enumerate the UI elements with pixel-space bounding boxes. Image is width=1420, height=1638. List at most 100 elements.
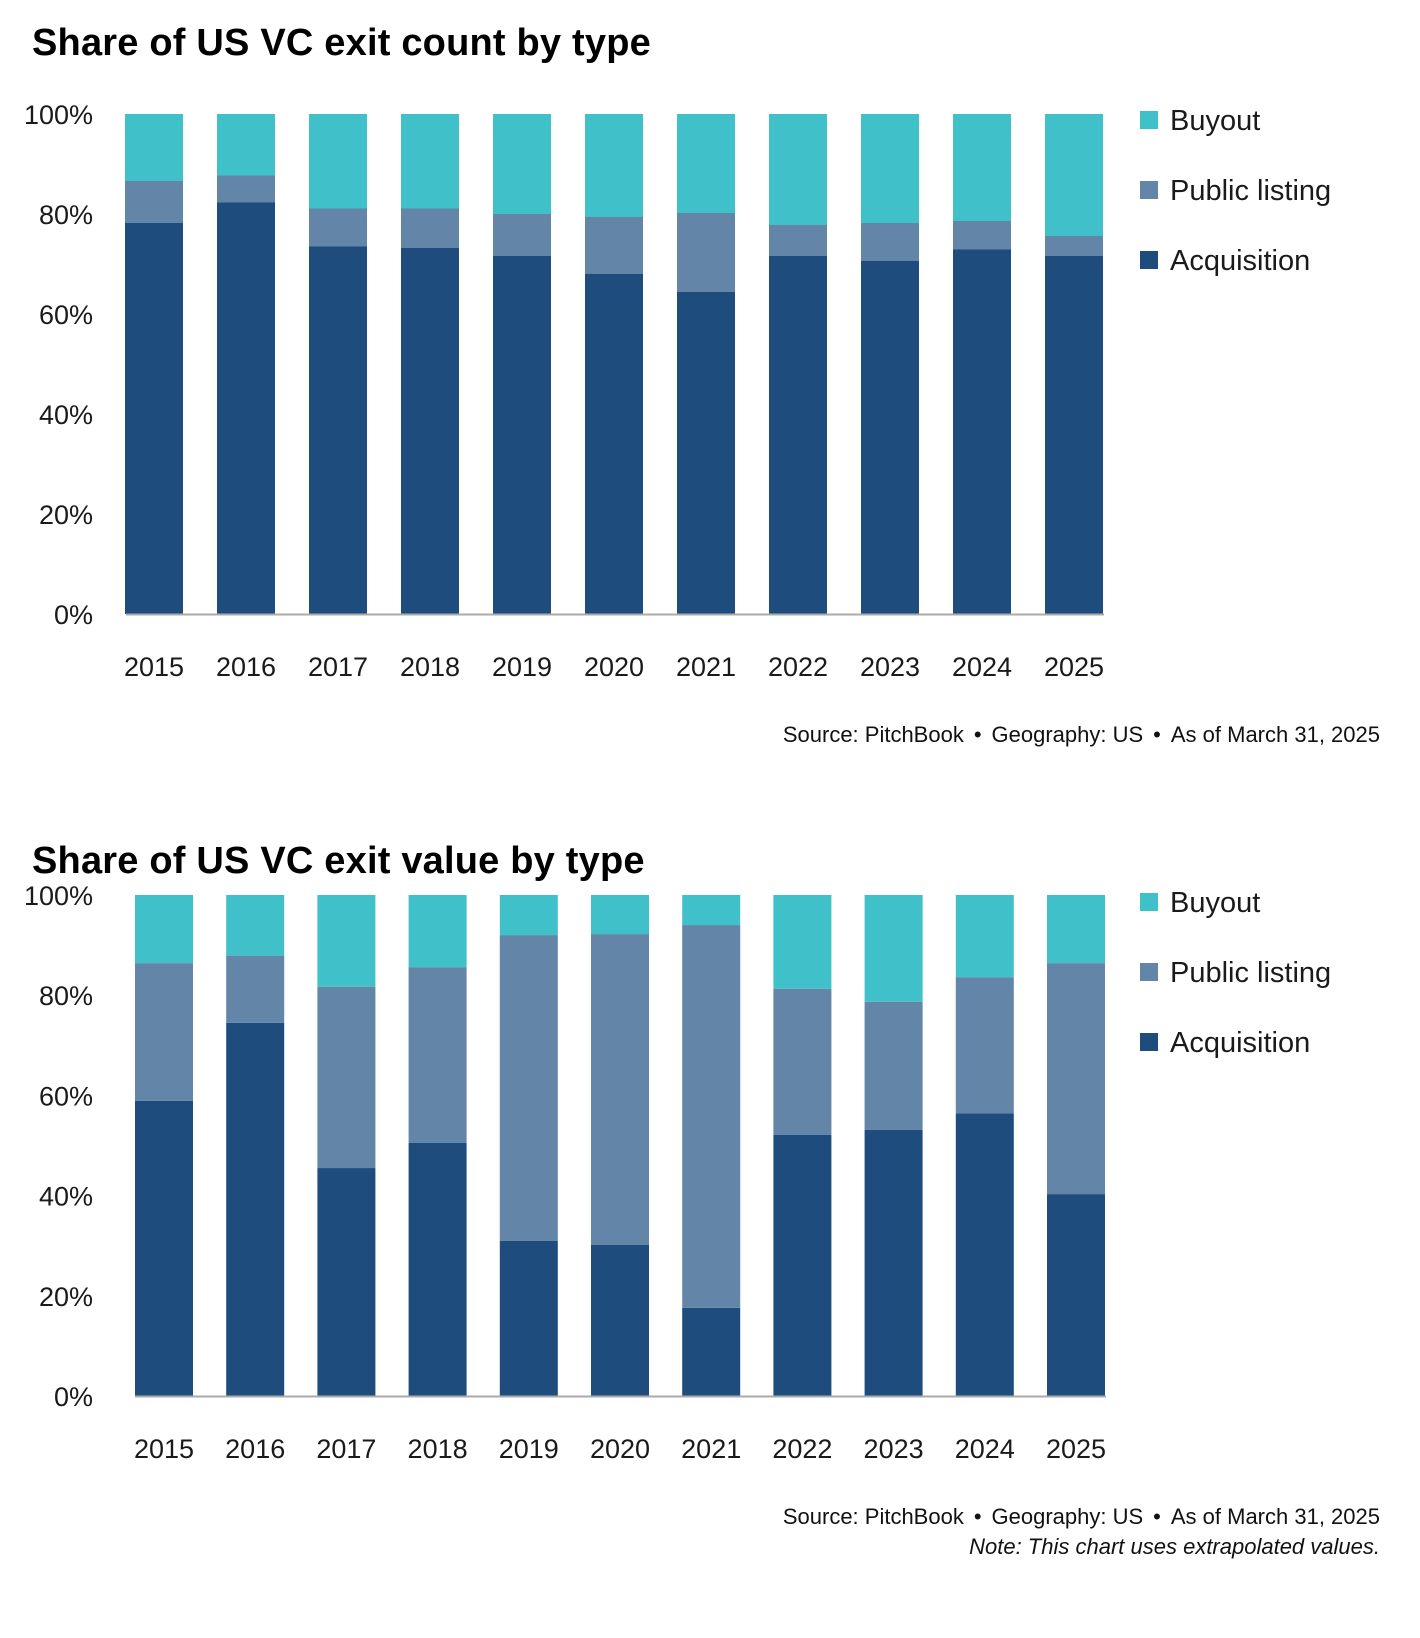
x-tick-label: 2018: [400, 652, 460, 682]
bar-public-listing-2017: [317, 986, 376, 1169]
source-text: Source: PitchBook: [782, 722, 964, 747]
bar-public-listing-2023: [861, 223, 919, 261]
bar-acquisition-2020: [591, 1244, 649, 1396]
bar-public-listing-2018: [408, 967, 467, 1143]
note-text: Note: This chart uses extrapolated value…: [969, 1534, 1380, 1559]
bar-buyout-2024: [953, 114, 1011, 221]
bar-acquisition-2025: [1047, 1194, 1105, 1396]
bar-acquisition-2023: [861, 261, 919, 614]
bar-public-listing-2017: [309, 208, 367, 247]
bar-acquisition-2020: [585, 274, 643, 614]
bar-public-listing-2019: [493, 214, 551, 256]
bar-acquisition-2017: [309, 246, 367, 614]
legend-swatch-acquisition: [1140, 251, 1158, 269]
x-tick-label: 2025: [1046, 1434, 1106, 1464]
bar-acquisition-2025: [1045, 256, 1103, 614]
bar-public-listing-2025: [1047, 963, 1105, 1195]
as-of-text: As of March 31, 2025: [1170, 1504, 1380, 1529]
x-tick-label: 2018: [408, 1434, 468, 1464]
x-tick-label: 2015: [134, 1434, 194, 1464]
exit-count-chart: Share of US VC exit count by type 0% 20% 4…: [0, 0, 1420, 800]
bar-buyout-2019: [499, 895, 558, 936]
x-tick-label: 2022: [768, 652, 828, 682]
x-tick-label: 2019: [492, 652, 552, 682]
bar-acquisition-2016: [217, 202, 275, 614]
bar-buyout-2015: [135, 895, 193, 964]
legend-swatch-acquisition: [1140, 1033, 1158, 1051]
y-tick-label: 80%: [39, 200, 93, 230]
bar-buyout-2016: [217, 114, 275, 176]
bar-acquisition-2019: [499, 1240, 558, 1396]
bar-buyout-2025: [1045, 114, 1103, 236]
source-text: Source: PitchBook: [782, 1504, 964, 1529]
bar-acquisition-2015: [125, 223, 183, 614]
bar-public-listing-2015: [125, 181, 183, 223]
bar-public-listing-2024: [953, 221, 1011, 250]
bar-buyout-2017: [309, 114, 367, 209]
bar-buyout-2019: [493, 114, 551, 214]
y-tick-label: 20%: [39, 1282, 93, 1312]
chart-title: Share of US VC exit value by type: [32, 840, 645, 882]
x-tick-label: 2024: [955, 1434, 1015, 1464]
bar-acquisition-2016: [226, 1022, 285, 1396]
bar-acquisition-2024: [955, 1113, 1014, 1396]
legend-label-buyout: Buyout: [1170, 887, 1260, 919]
y-tick-label: 60%: [39, 1081, 93, 1111]
x-tick-label: 2020: [590, 1434, 650, 1464]
x-tick-label: 2023: [864, 1434, 924, 1464]
bar-acquisition-2022: [769, 256, 827, 614]
y-tick-label: 60%: [39, 300, 93, 330]
y-tick-label: 40%: [39, 400, 93, 430]
exit-value-chart: Share of US VC exit value by type 0% 20% 4…: [0, 820, 1420, 1638]
bar-acquisition-2023: [864, 1129, 923, 1396]
bar-public-listing-2020: [585, 217, 643, 274]
bar-acquisition-2018: [408, 1142, 467, 1396]
bar-buyout-2023: [864, 895, 923, 1002]
legend-label-acquisition: Acquisition: [1170, 1027, 1310, 1059]
bar-buyout-2021: [677, 114, 735, 213]
bar-buyout-2022: [769, 114, 827, 225]
bar-public-listing-2023: [864, 1001, 923, 1130]
bar-buyout-2017: [317, 895, 376, 987]
x-tick-label: 2023: [860, 652, 920, 682]
bar-public-listing-2024: [955, 977, 1014, 1114]
geography-text: Geography: US: [991, 722, 1144, 747]
y-tick-label: 0%: [54, 600, 93, 630]
legend-label-buyout: Buyout: [1170, 105, 1260, 137]
as-of-text: As of March 31, 2025: [1170, 722, 1380, 747]
separator: •: [973, 1504, 982, 1529]
bar-public-listing-2015: [135, 963, 193, 1101]
bar-public-listing-2016: [226, 955, 285, 1023]
bar-buyout-2015: [125, 114, 183, 181]
x-tick-label: 2024: [952, 652, 1012, 682]
bar-acquisition-2018: [401, 248, 459, 614]
geography-text: Geography: US: [991, 1504, 1144, 1529]
bar-buyout-2018: [408, 895, 467, 968]
separator: •: [1153, 1504, 1161, 1529]
bar-acquisition-2024: [953, 249, 1011, 614]
bar-buyout-2020: [591, 895, 649, 935]
bar-buyout-2016: [226, 895, 285, 956]
source-footer: Source: PitchBook • Geography: US • As of Ma…: [783, 1504, 1380, 1560]
bar-buyout-2021: [682, 895, 741, 926]
legend-swatch-public-listing: [1140, 181, 1158, 199]
exit-value-plot: 0% 20% 40% 60% 80% 100% 2015 2016 2017 2018 2019 20…: [24, 881, 1331, 1464]
legend-swatch-buyout: [1140, 893, 1158, 911]
chart-title: Share of US VC exit count by type: [32, 22, 651, 64]
legend-swatch-buyout: [1140, 111, 1158, 129]
bar-public-listing-2018: [401, 208, 459, 248]
x-tick-label: 2016: [225, 1434, 285, 1464]
bar-acquisition-2021: [677, 292, 735, 614]
bar-public-listing-2021: [677, 213, 735, 292]
x-tick-label: 2017: [316, 1434, 376, 1464]
y-tick-label: 40%: [39, 1182, 93, 1212]
legend-swatch-public-listing: [1140, 963, 1158, 981]
y-tick-label: 0%: [54, 1382, 93, 1412]
x-tick-label: 2019: [499, 1434, 559, 1464]
separator: •: [1153, 722, 1161, 747]
bar-public-listing-2019: [499, 935, 558, 1241]
x-tick-label: 2016: [216, 652, 276, 682]
x-tick-label: 2025: [1044, 652, 1104, 682]
bar-buyout-2022: [773, 895, 832, 989]
separator: •: [973, 722, 982, 747]
